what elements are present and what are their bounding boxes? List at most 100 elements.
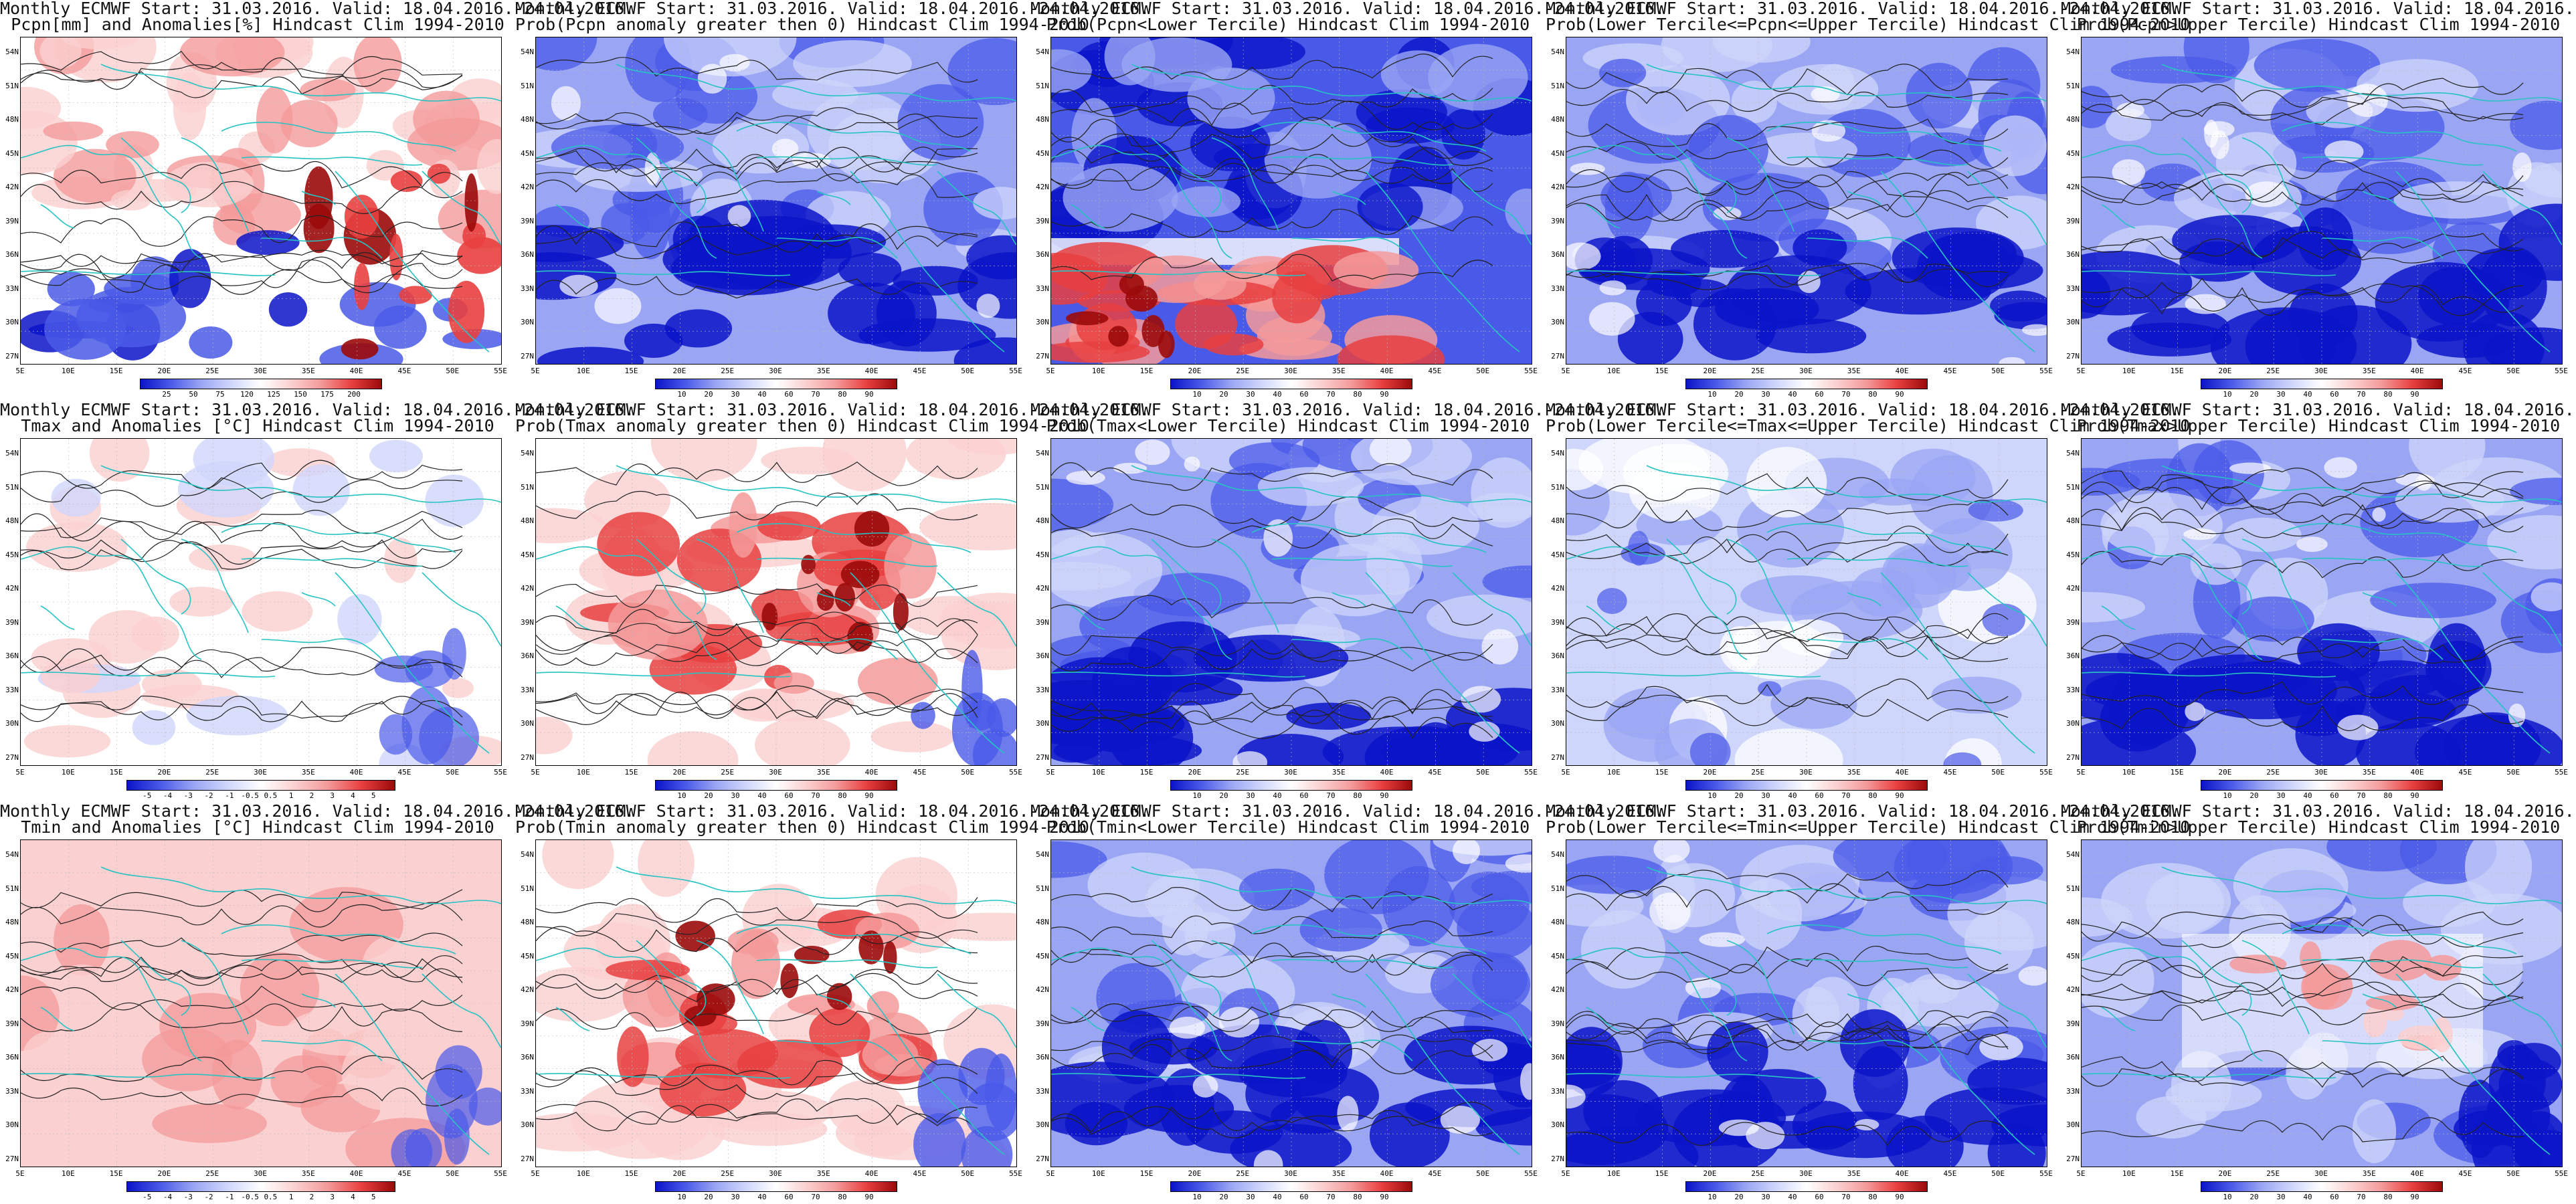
contour-line [2082, 160, 2524, 192]
coastline [301, 592, 336, 607]
contour-line [536, 1104, 978, 1132]
field-patch [1629, 462, 1720, 522]
coastline [696, 538, 764, 633]
field-patch [1420, 722, 1532, 765]
field-patch [41, 658, 100, 694]
field-patch [1232, 750, 1268, 765]
colorbar-label: 2 [309, 791, 314, 800]
field-patch [854, 510, 890, 547]
lat-label: 45N [1551, 148, 1564, 158]
colorbar-label: 80 [838, 1193, 847, 1201]
colorbar-label: 20 [1734, 1193, 1744, 1201]
field-patch [407, 118, 501, 171]
lon-label: 55E [1009, 367, 1022, 375]
coastline [2181, 940, 2252, 1016]
contour-line [1566, 169, 2009, 198]
lon-label: 25E [721, 768, 735, 777]
field-patch [913, 1113, 966, 1167]
field-patch [2245, 309, 2335, 364]
lon-label: 15E [624, 768, 638, 777]
colorbar-label: 90 [1380, 791, 1389, 800]
colorbar [2201, 379, 2443, 389]
lon-label: 55E [2555, 1169, 2568, 1178]
coastline [2322, 1039, 2444, 1062]
field-patch [2458, 1080, 2501, 1159]
lon-label: 30E [2314, 768, 2328, 777]
lat-label: 51N [1036, 482, 1049, 492]
lon-label: 50E [1991, 1169, 2005, 1178]
lon-label: 30E [1799, 768, 1813, 777]
colorbar-label: 10 [677, 390, 686, 399]
map-panel-pcpn-prob-upper: Monthly ECMWF Start: 31.03.2016. Valid: … [2061, 0, 2576, 401]
field-patch [1715, 288, 1819, 330]
field-patch [976, 294, 1000, 318]
field-patch [2324, 140, 2364, 163]
field-patch [2395, 473, 2435, 487]
coastline [422, 973, 501, 1048]
lon-label: 30E [2314, 367, 2328, 375]
panel-title-line2: Prob(Pcpn<Lower Tercile) Hindcast Clim 1… [1046, 15, 1530, 34]
lat-label: 27N [5, 1154, 19, 1163]
field-patch [1169, 1016, 1206, 1039]
coastline [2322, 638, 2444, 660]
colorbar-label: 70 [2357, 1193, 2366, 1201]
lon-label: 25E [721, 1169, 735, 1178]
colorbar-label: 40 [757, 1193, 767, 1201]
contour-line [21, 1055, 463, 1082]
coastline [1726, 940, 1795, 1035]
colorbar-label: 90 [1380, 390, 1389, 399]
lon-label: 45E [913, 367, 927, 375]
lat-label: 42N [5, 584, 19, 593]
field-patch [1481, 629, 1519, 665]
coastline [2362, 592, 2397, 607]
coastline [536, 1073, 791, 1079]
field-patch [884, 532, 937, 599]
field-patch [1066, 311, 1109, 326]
lon-label: 30E [769, 768, 782, 777]
field-patch [419, 706, 479, 765]
contour-line [21, 696, 463, 726]
lon-label: 45E [397, 1169, 411, 1178]
field-patch [1096, 963, 1176, 1033]
colorbar-label: 4 [351, 791, 355, 800]
panel-title-line2: Prob(Lower Tercile<=Tmin<=Upper Tercile)… [1546, 817, 2191, 837]
lon-label: 40E [2410, 1169, 2424, 1178]
field-patch [650, 439, 757, 482]
panel-title-line2: Prob(Tmin<Lower Tercile) Hindcast Clim 1… [1046, 817, 1530, 837]
colorbar-label: 70 [1841, 791, 1851, 800]
field-patch [1113, 462, 1147, 474]
coastline [555, 605, 590, 630]
lat-label: 30N [1551, 719, 1564, 728]
coastline [1365, 171, 1520, 353]
field-patch [1218, 1007, 1260, 1038]
field-patch [1257, 316, 1332, 357]
field-patch [1184, 456, 1200, 472]
lat-label: 39N [2066, 216, 2080, 225]
coastline [2082, 947, 2263, 1062]
contour-line [536, 1070, 978, 1100]
coastline [2282, 924, 2517, 955]
contour-line [1566, 1018, 2009, 1044]
colorbar-label: 40 [757, 791, 767, 800]
lat-label: 27N [1036, 351, 1049, 361]
lat-label: 54N [2066, 47, 2080, 56]
field-patch [537, 346, 644, 364]
lon-label: 5E [1561, 768, 1570, 777]
coastline [1331, 191, 1366, 205]
lon-label: 30E [254, 768, 267, 777]
field-patch [794, 946, 830, 965]
contour-line [21, 518, 463, 548]
lat-label: 42N [1036, 985, 1049, 994]
lat-label: 39N [521, 216, 534, 225]
field-patch [2082, 268, 2111, 319]
lat-label: 30N [5, 318, 19, 326]
contour-line [1566, 1120, 2009, 1146]
lon-label: 55E [2555, 367, 2568, 375]
lon-label: 15E [2170, 367, 2184, 375]
map-area [20, 438, 502, 766]
colorbar [1170, 1181, 1412, 1192]
lat-label: 27N [1036, 1154, 1049, 1163]
lat-label: 42N [1551, 183, 1564, 191]
lat-label: 39N [5, 1019, 19, 1028]
colorbar-label: 10 [1708, 1193, 1717, 1201]
